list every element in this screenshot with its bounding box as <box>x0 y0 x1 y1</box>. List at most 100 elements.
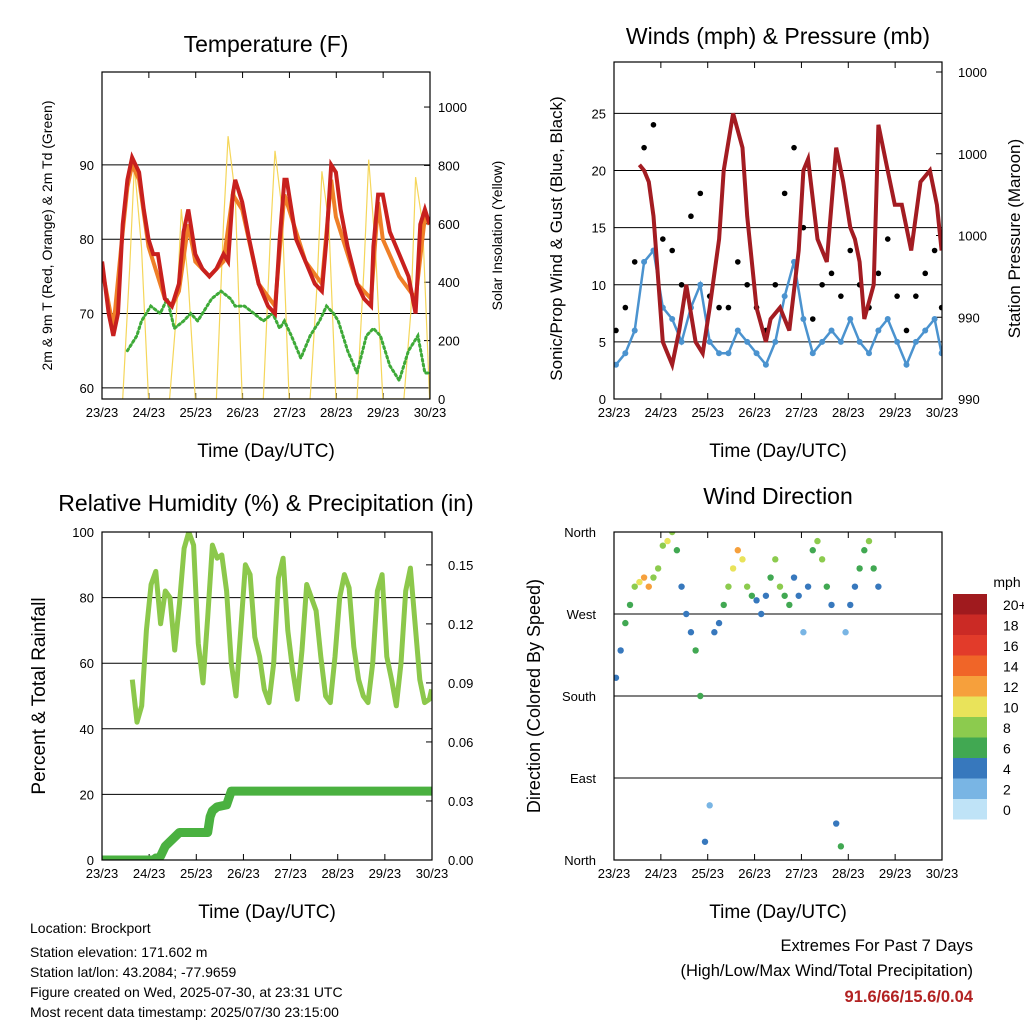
direction-point <box>729 565 737 572</box>
temperature-y-tick-label: 90 <box>80 158 94 173</box>
direction-point <box>720 601 727 609</box>
humidity-y-tick-label: 80 <box>80 591 94 606</box>
humidity-x-tick-label: 30/23 <box>416 866 449 881</box>
temperature-x-tick-label: 26/23 <box>226 405 259 420</box>
direction-point <box>734 547 741 554</box>
sonic-wind-point <box>641 258 648 265</box>
direction-x-tick-label: 24/23 <box>645 866 678 881</box>
direction-point <box>856 565 863 572</box>
temperature-y-tick-label: 60 <box>80 381 94 396</box>
winds-plot-area <box>614 112 942 372</box>
direction-point <box>847 601 854 609</box>
direction-plot-border <box>613 531 943 861</box>
direction-point <box>725 583 732 590</box>
temperature-y2-axis-title: Solar Insolation (Yellow) <box>489 161 505 311</box>
dewpoint-line <box>125 289 430 384</box>
sonic-wind-point <box>753 350 760 357</box>
sonic-wind-point <box>875 327 882 334</box>
direction-legend-swatch <box>953 614 987 635</box>
temperature-y2-tick-label: 400 <box>438 275 460 290</box>
relative-humidity-line <box>129 532 432 725</box>
sonic-wind-point <box>931 316 938 323</box>
direction-y-tick-label: East <box>570 771 596 786</box>
sonic-wind-point <box>716 350 723 357</box>
direction-point <box>668 532 676 536</box>
winds-y-tick-label: 0 <box>599 392 606 407</box>
direction-point <box>673 547 681 554</box>
direction-legend-swatch <box>953 717 987 738</box>
gust-point <box>894 293 900 299</box>
temperature-plot-area <box>102 136 430 399</box>
direction-point <box>861 547 868 554</box>
direction-point <box>753 597 760 604</box>
direction-legend-swatch <box>953 635 987 656</box>
direction-legend-swatch <box>953 594 987 615</box>
humidity-y-tick-label: 20 <box>80 787 94 802</box>
sonic-wind-point <box>938 350 942 357</box>
pressure-line <box>637 112 942 372</box>
winds-y-axis-title: Sonic/Prop Wind & Gust (Blue, Black) <box>547 96 566 380</box>
gust-point <box>847 247 854 254</box>
direction-y-tick-label: North <box>564 525 596 540</box>
direction-point <box>767 574 774 581</box>
direction-point <box>758 610 765 618</box>
winds-y-tick-label: 5 <box>599 335 606 350</box>
temperature-y-axis-title: 2m & 9m T (Red, Orange) & 2m Td (Green) <box>39 101 55 371</box>
gust-point <box>622 304 629 311</box>
direction-point <box>683 610 690 618</box>
sonic-wind-point <box>912 338 919 345</box>
direction-point <box>790 574 798 581</box>
direction-point <box>626 601 634 609</box>
winds-y2-axis-title: Station Pressure (Maroon) <box>1005 139 1024 338</box>
humidity-y2-tick-label: 0.06 <box>448 735 473 750</box>
direction-point <box>650 574 657 581</box>
winds-x-tick-label: 25/23 <box>691 405 724 420</box>
sonic-wind-point <box>734 327 741 334</box>
direction-point <box>664 537 671 545</box>
direction-point <box>678 583 685 590</box>
direction-x-tick-label: 30/23 <box>926 866 959 881</box>
direction-point <box>842 629 849 636</box>
gust-point <box>884 236 891 242</box>
humidity-x-tick-label: 27/23 <box>274 866 307 881</box>
humidity-y2-tick-label: 0.00 <box>448 853 473 868</box>
humidity-x-tick-label: 28/23 <box>321 866 354 881</box>
direction-legend-swatch <box>953 758 987 779</box>
sonic-wind-point <box>894 338 901 345</box>
sonic-wind-point <box>922 327 929 334</box>
direction-y-axis-title: Direction (Colored By Speed) <box>524 579 544 813</box>
direction-point <box>814 537 821 545</box>
temperature-y2-tick-label: 600 <box>438 217 460 232</box>
gust-point <box>697 190 704 197</box>
sonic-wind-point <box>772 338 779 345</box>
winds-x-tick-label: 23/23 <box>598 405 631 420</box>
direction-legend-title: mph <box>993 574 1020 590</box>
gust-point <box>809 316 816 322</box>
winds-x-tick-label: 29/23 <box>879 405 912 420</box>
temperature-x-tick-label: 30/23 <box>414 405 447 420</box>
humidity-y-axis-title: Percent & Total Rainfall <box>29 597 50 794</box>
direction-point <box>659 542 667 549</box>
winds-y2-tick-label: 990 <box>958 392 980 407</box>
direction-point <box>781 592 788 599</box>
location-text: Location: Brockport <box>30 920 151 936</box>
direction-legend-label: 0 <box>1003 802 1011 818</box>
direction-legend-label: 12 <box>1003 679 1019 695</box>
gust-point <box>716 304 722 311</box>
direction-x-tick-label: 25/23 <box>691 866 724 881</box>
direction-point <box>762 592 770 599</box>
direction-point <box>711 629 718 636</box>
direction-x-tick-label: 28/23 <box>832 866 865 881</box>
humidity-plot-area <box>102 532 432 860</box>
latlon-text: Station lat/lon: 43.2084; -77.9659 <box>30 964 237 980</box>
temperature-x-tick-label: 27/23 <box>273 405 306 420</box>
winds-title: Winds (mph) & Pressure (mb) <box>626 23 930 49</box>
direction-legend-label: 8 <box>1003 720 1011 736</box>
sonic-wind-point <box>884 316 891 323</box>
direction-x-tick-label: 26/23 <box>738 866 771 881</box>
sonic-wind-point <box>706 338 713 345</box>
winds-y2-tick-label: 1000 <box>958 65 987 80</box>
extremes-value: 91.6/66/15.6/0.04 <box>844 988 973 1006</box>
gust-point <box>931 247 938 254</box>
gust-point <box>772 281 779 288</box>
